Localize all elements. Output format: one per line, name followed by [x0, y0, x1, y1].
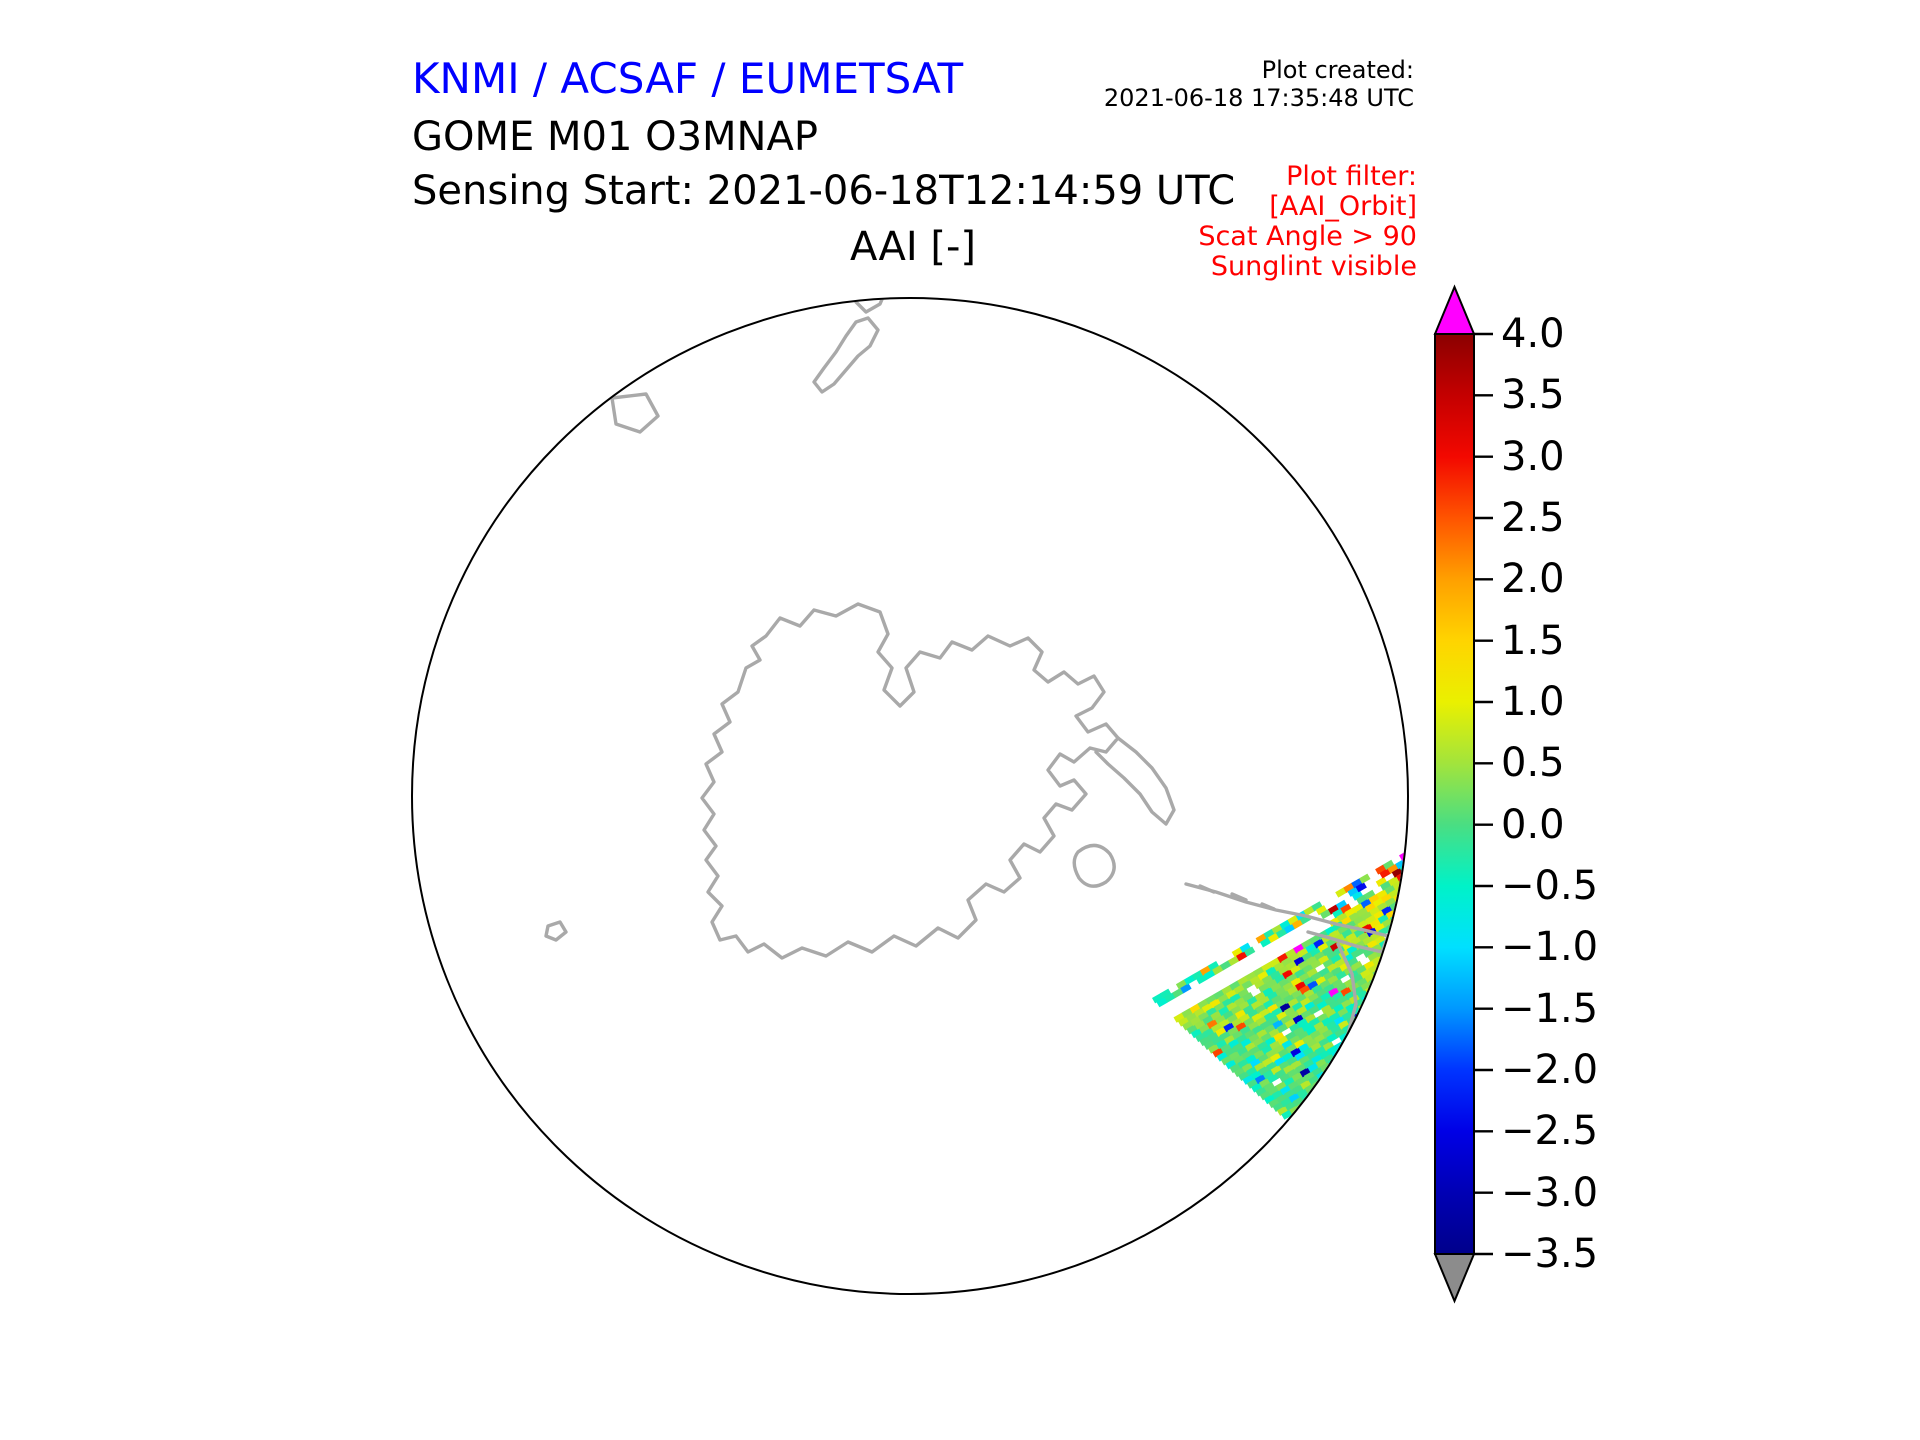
- product-name: GOME M01 O3MNAP: [412, 114, 818, 160]
- antarctica-coastline: [700, 602, 1120, 960]
- colorbar-tick-label: −2.5: [1501, 1108, 1599, 1155]
- colorbar-tick-label: 2.5: [1501, 495, 1565, 541]
- colorbar-tick-label: −1.5: [1501, 985, 1599, 1032]
- colorbar-tick-label: 2.0: [1501, 556, 1565, 603]
- colorbar-under-arrow: [1433, 1253, 1476, 1304]
- colorbar-tick-label: −0.5: [1501, 863, 1599, 909]
- agency-title: KNMI / ACSAF / EUMETSAT: [412, 54, 964, 103]
- colorbar-gradient-bar: [1434, 333, 1475, 1255]
- south-orkney-island: [544, 920, 568, 942]
- colorbar-tick-label: −3.5: [1501, 1231, 1599, 1277]
- falkland-island: [610, 392, 660, 434]
- plot-created-block: Plot created: 2021-06-18 17:35:48 UTC: [0, 56, 1414, 112]
- plot-filter-line: Plot filter:: [1286, 161, 1417, 192]
- chilean-islands: [588, 358, 624, 386]
- plot-filter-line: Scat Angle > 90: [1198, 221, 1417, 252]
- colorbar-tick-label: −1.0: [1501, 924, 1599, 971]
- satellite-swath: [1152, 850, 1407, 1120]
- peninsula-tip-island: [1072, 843, 1116, 888]
- tierra-del-fuego: [812, 316, 880, 394]
- antarctic-peninsula-coastline: [1094, 736, 1176, 826]
- colorbar-tick-label: 0.5: [1501, 740, 1565, 787]
- map-boundary-circle: [411, 297, 1409, 1295]
- colorbar-tick-label: 1.0: [1501, 679, 1565, 725]
- colorbar-ticks: [1474, 332, 1493, 1256]
- plot-filter-block: Plot filter: [AAI_Orbit] Scat Angle > 90…: [0, 162, 1417, 282]
- colorbar-tick-label: 4.0: [1501, 311, 1565, 357]
- plot-created-label: Plot created:: [1261, 56, 1414, 84]
- product-info-block: GOME M01 O3MNAP Sensing Start: 2021-06-1…: [412, 110, 1235, 218]
- colorbar-tick-label: 3.5: [1501, 372, 1565, 419]
- colorbar-tick-label: 3.0: [1501, 433, 1565, 480]
- colorbar: [1433, 284, 1493, 1304]
- plot-filter-line: [AAI_Orbit]: [1269, 191, 1417, 222]
- colorbar-over-arrow: [1433, 284, 1476, 335]
- tierra-del-fuego-north: [854, 299, 888, 314]
- colorbar-tick-label: −3.0: [1501, 1169, 1599, 1216]
- map-title: AAI [-]: [850, 224, 976, 270]
- colorbar-tick-label: 1.5: [1501, 617, 1565, 664]
- coastline-in-swath: [1184, 882, 1390, 954]
- colorbar-tick-label: −2.0: [1501, 1047, 1599, 1093]
- plot-created-value: 2021-06-18 17:35:48 UTC: [1103, 84, 1414, 112]
- colorbar-tick-label: 0.0: [1501, 801, 1565, 848]
- coastlines: [544, 299, 1390, 1072]
- plot-filter-line: Sunglint visible: [1210, 251, 1417, 282]
- sensing-start: Sensing Start: 2021-06-18T12:14:59 UTC: [412, 168, 1236, 214]
